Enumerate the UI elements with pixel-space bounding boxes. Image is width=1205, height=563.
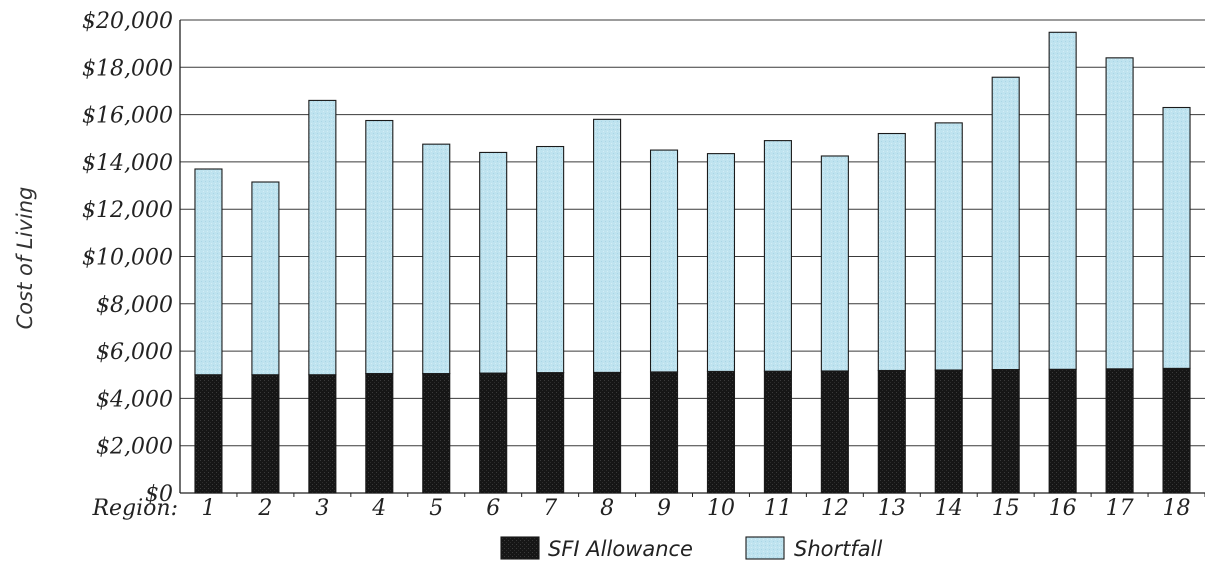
x-tick-label: 14 xyxy=(935,496,963,521)
x-tick-label: 10 xyxy=(707,496,735,521)
bar-shortfall xyxy=(1162,106,1191,369)
y-tick-label: $16,000 xyxy=(82,104,173,129)
y-axis-title: Cost of Living xyxy=(13,187,37,330)
x-tick-label: 12 xyxy=(821,496,849,521)
x-axis-title: Region: xyxy=(91,496,178,521)
bar-sfi-allowance xyxy=(934,369,963,494)
bar-shortfall xyxy=(877,132,906,372)
bar-sfi-allowance xyxy=(820,370,849,494)
x-tick-label: 17 xyxy=(1106,496,1134,521)
bar-shortfall xyxy=(934,122,963,371)
x-tick-label: 5 xyxy=(429,496,443,521)
x-tick-label: 7 xyxy=(543,496,557,521)
bar-sfi-allowance xyxy=(706,370,736,494)
bar-sfi-allowance xyxy=(877,369,906,494)
bar-shortfall xyxy=(820,155,849,372)
bar-shortfall xyxy=(194,168,223,376)
y-tick-label: $14,000 xyxy=(82,151,173,176)
y-tick-label: $18,000 xyxy=(82,56,173,81)
x-tick-label: 2 xyxy=(257,496,272,521)
x-tick-label: 11 xyxy=(764,496,792,521)
bar-sfi-allowance xyxy=(1105,368,1134,494)
x-tick-label: 1 xyxy=(201,496,215,521)
bar-sfi-allowance xyxy=(1162,367,1191,494)
legend-label-sfi-allowance: SFI Allowance xyxy=(548,537,693,561)
legend-label-shortfall: Shortfall xyxy=(794,537,882,561)
y-tick-label: $4,000 xyxy=(96,387,173,412)
x-tick-label: 15 xyxy=(992,496,1020,521)
bar-sfi-allowance xyxy=(422,373,451,494)
bar-shortfall xyxy=(479,151,508,374)
bar-shortfall xyxy=(593,118,622,373)
bar-sfi-allowance xyxy=(649,371,679,494)
bar-shortfall xyxy=(251,181,280,376)
bar-shortfall xyxy=(649,149,679,373)
x-tick-label: 4 xyxy=(371,496,386,521)
bar-sfi-allowance xyxy=(991,368,1020,494)
bar-shortfall xyxy=(706,153,736,372)
y-tick-label: $8,000 xyxy=(96,293,173,318)
bar-shortfall xyxy=(422,143,451,375)
bar-sfi-allowance xyxy=(365,373,394,494)
bar-shortfall xyxy=(1048,31,1077,370)
bar-shortfall xyxy=(1105,57,1134,370)
bar-shortfall xyxy=(536,145,565,374)
bar-sfi-allowance xyxy=(479,372,508,494)
bar-shortfall xyxy=(991,76,1020,371)
y-tick-label: $2,000 xyxy=(96,435,173,460)
bar-sfi-allowance xyxy=(536,372,565,494)
bar-sfi-allowance xyxy=(308,374,337,494)
bar-sfi-allowance xyxy=(194,374,223,494)
x-tick-label: 18 xyxy=(1163,496,1191,521)
bar-shortfall xyxy=(365,119,394,375)
bar-sfi-allowance xyxy=(763,370,792,494)
x-tick-label: 16 xyxy=(1049,496,1077,521)
y-tick-label: $20,000 xyxy=(82,9,173,34)
x-tick-label: 9 xyxy=(657,496,671,521)
legend-swatch-sfi-allowance xyxy=(500,536,540,560)
x-tick-label: 6 xyxy=(486,496,500,521)
y-tick-label: $6,000 xyxy=(96,340,173,365)
bar-shortfall xyxy=(763,140,792,372)
bar-shortfall xyxy=(308,99,337,376)
y-tick-label: $10,000 xyxy=(82,246,173,271)
legend-swatch-shortfall xyxy=(745,536,785,560)
bar-sfi-allowance xyxy=(1048,368,1077,494)
bar-sfi-allowance xyxy=(251,374,280,494)
y-tick-label: $0 xyxy=(145,482,173,507)
bar-sfi-allowance xyxy=(593,371,622,494)
x-tick-label: 13 xyxy=(878,496,906,521)
x-tick-label: 3 xyxy=(315,496,329,521)
x-tick-label: 8 xyxy=(600,496,614,521)
y-tick-label: $12,000 xyxy=(82,198,173,223)
